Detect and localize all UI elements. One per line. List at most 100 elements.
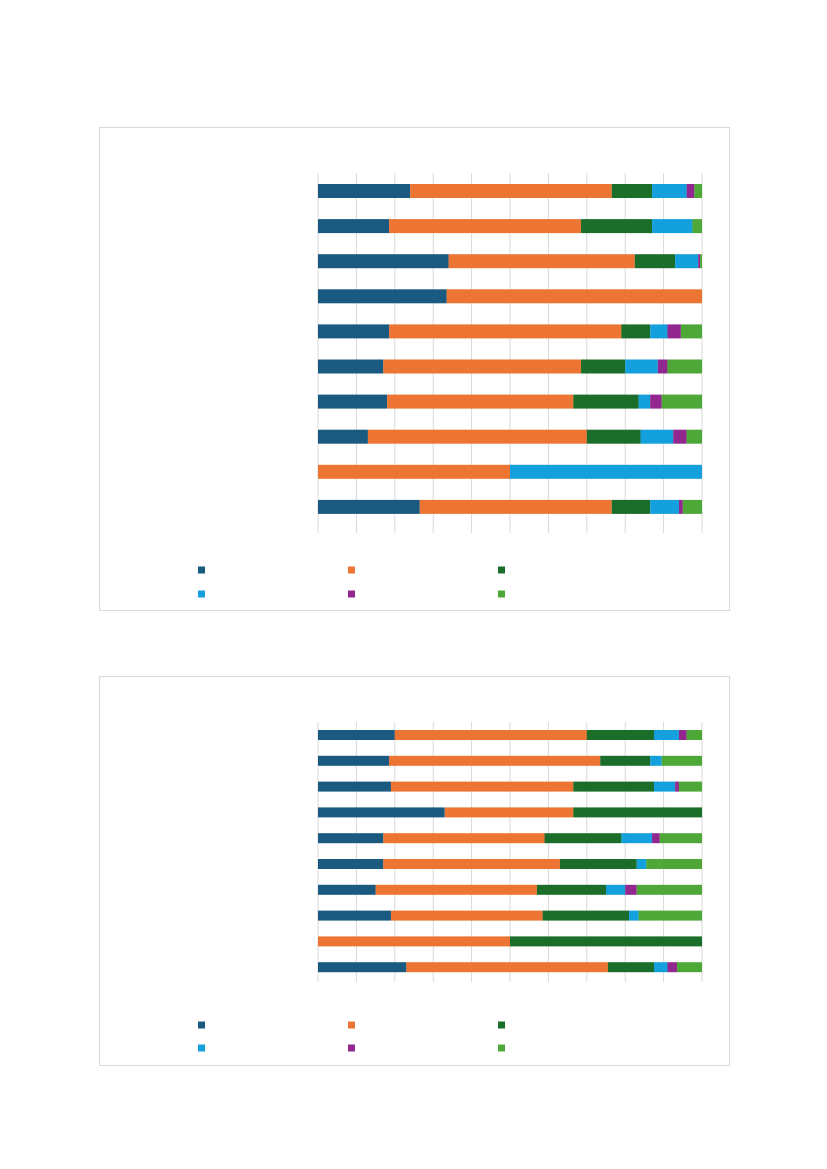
bar-segment	[611, 184, 653, 198]
bar-segment	[581, 359, 626, 374]
bar-segment	[646, 859, 702, 869]
legend-swatch	[498, 1021, 505, 1029]
bar-segment	[389, 755, 601, 766]
bar-segment	[694, 184, 702, 198]
bar-segment	[389, 324, 622, 339]
bar-segment	[667, 359, 702, 374]
bar-segment	[581, 219, 653, 234]
bar-segment	[678, 781, 702, 792]
bar-segment	[657, 359, 668, 374]
bar-segment	[698, 254, 701, 269]
bar-segment	[611, 499, 651, 514]
bar-segment	[318, 359, 384, 374]
bar-segment	[542, 910, 630, 921]
bar-segment	[634, 254, 676, 269]
bar-segment	[686, 429, 702, 444]
bar-segment	[600, 755, 651, 766]
bar-segment	[419, 499, 612, 514]
bar-segment	[652, 184, 687, 198]
bar-segment	[661, 394, 702, 409]
bar-segment	[636, 884, 702, 895]
bar-segment	[607, 962, 654, 973]
bar-segment	[650, 499, 679, 514]
bar-segment	[367, 429, 587, 444]
bar-segment	[654, 781, 676, 792]
bar-segment	[654, 730, 679, 740]
bar-segment	[621, 324, 651, 339]
bar-segment	[682, 499, 702, 514]
bar-segment	[573, 394, 639, 409]
bar-segment	[375, 884, 537, 895]
bar-segment	[318, 429, 368, 444]
bar-segment	[318, 807, 445, 818]
bar-segment	[318, 884, 376, 895]
bar-segment	[406, 962, 608, 973]
chart-1-plot	[198, 173, 703, 598]
bar-segment	[638, 910, 702, 921]
bar-segment	[559, 859, 637, 869]
bar-segment	[318, 499, 420, 514]
bar-segment	[536, 884, 606, 895]
bar-segment	[573, 807, 702, 818]
bar-segment	[383, 859, 560, 869]
bar-segment	[652, 219, 693, 234]
legend-swatch	[498, 1044, 505, 1052]
bar-segment	[410, 184, 612, 198]
bar-segment	[383, 359, 582, 374]
legend-swatch	[348, 590, 355, 598]
bar-segment	[318, 219, 390, 234]
bar-segment	[686, 730, 702, 740]
bar-segment	[510, 464, 702, 479]
bar-segment	[448, 254, 635, 269]
bar-segment	[383, 833, 545, 844]
bar-segment	[586, 429, 641, 444]
bar-segment	[318, 254, 449, 269]
bar-segment	[692, 219, 702, 234]
bar-segment	[544, 833, 622, 844]
legend-swatch	[198, 590, 205, 598]
bar-segment	[318, 289, 447, 304]
legend-swatch	[198, 566, 205, 574]
bar-segment	[389, 219, 582, 234]
bar-segment	[661, 755, 702, 766]
bar-segment	[678, 730, 687, 740]
stacked-bar-chart-1	[99, 127, 730, 611]
bar-segment	[318, 781, 391, 792]
bar-segment	[680, 324, 702, 339]
legend-swatch	[198, 1021, 205, 1029]
bar-segment	[686, 184, 695, 198]
bar-segment	[390, 781, 574, 792]
legend-swatch	[498, 590, 505, 598]
bar-segment	[636, 859, 647, 869]
bar-segment	[650, 755, 662, 766]
bar-segment	[318, 962, 407, 973]
bar-segment	[621, 833, 653, 844]
bar-segment	[629, 910, 639, 921]
bar-segment	[667, 324, 681, 339]
bar-segment	[625, 884, 637, 895]
bar-segment	[318, 859, 384, 869]
bar-segment	[318, 936, 510, 947]
bar-segment	[675, 781, 679, 792]
bar-segment	[678, 499, 683, 514]
bar-segment	[654, 962, 668, 973]
legend-swatch	[348, 566, 355, 574]
bar-segment	[444, 807, 574, 818]
bar-segment	[394, 730, 587, 740]
bar-segment	[390, 910, 543, 921]
bar-segment	[640, 429, 674, 444]
bar-segment	[650, 394, 662, 409]
bar-segment	[667, 962, 678, 973]
bar-segment	[318, 833, 384, 844]
bar-segment	[606, 884, 626, 895]
bar-segment	[573, 781, 654, 792]
bar-segment	[675, 254, 699, 269]
bar-segment	[318, 394, 388, 409]
bar-segment	[700, 254, 702, 269]
bar-segment	[510, 936, 702, 947]
legend-swatch	[348, 1044, 355, 1052]
bar-segment	[652, 833, 660, 844]
bar-segment	[650, 324, 668, 339]
stacked-bar-chart-2	[99, 676, 730, 1066]
bar-segment	[318, 730, 395, 740]
